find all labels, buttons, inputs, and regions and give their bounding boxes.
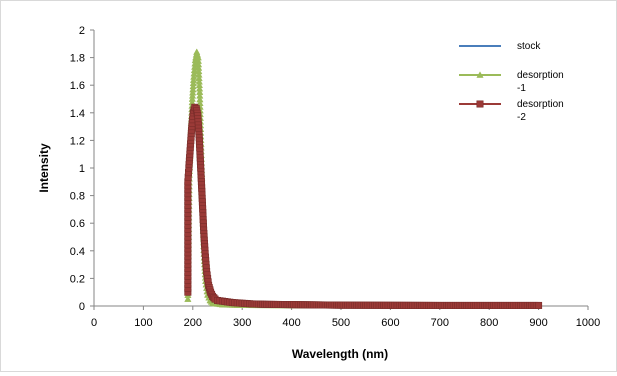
legend-item-2: desorption -1	[459, 70, 564, 94]
legend-label-line: -1	[517, 83, 526, 94]
legend: stock desorption -1 desorption -2	[459, 41, 564, 123]
x-tick-label: 100	[134, 317, 152, 329]
y-tick-label: 0	[79, 301, 85, 313]
x-tick-label: 300	[233, 317, 251, 329]
legend-label: desorption -1	[517, 70, 564, 94]
y-tick-label: 1.8	[70, 53, 85, 65]
x-tick-label: 500	[332, 317, 350, 329]
x-axis-title: Wavelength (nm)	[292, 347, 388, 361]
legend-label: desorption -2	[517, 99, 564, 123]
y-tick-label: 2	[79, 25, 85, 37]
x-tick-label: 0	[91, 317, 97, 329]
legend-label-line: -2	[517, 112, 526, 123]
x-tick-label: 600	[381, 317, 399, 329]
series-line	[186, 51, 539, 307]
legend-label-line: stock	[517, 41, 541, 52]
series-point	[189, 82, 197, 90]
y-tick-label: 1	[79, 163, 85, 175]
legend-label-line: desorption	[517, 99, 564, 110]
x-axis-ticks: 0 100 200 300 400 500 600 700 800 900 1000	[91, 306, 600, 329]
y-tick-label: 0.6	[70, 218, 85, 230]
legend-item-1: stock	[459, 41, 541, 52]
y-tick-label: 1.2	[70, 135, 85, 147]
y-tick-label: 0.8	[70, 191, 85, 203]
y-axis-title: Intensity	[37, 143, 51, 193]
x-tick-label: 200	[184, 317, 202, 329]
x-tick-label: 1000	[576, 317, 600, 329]
series-point	[189, 79, 197, 87]
y-tick-label: 1.4	[70, 108, 85, 120]
series-point	[189, 76, 198, 83]
y-tick-label: 1.6	[70, 80, 85, 92]
series-point	[189, 85, 197, 93]
series-point	[184, 295, 192, 302]
series-point	[190, 73, 198, 80]
series-point	[535, 301, 543, 309]
legend-item-3: desorption -2	[459, 99, 564, 123]
series-2	[184, 48, 543, 309]
x-tick-label: 900	[529, 317, 547, 329]
series-1	[186, 56, 539, 307]
plot-area	[93, 30, 588, 307]
x-tick-label: 800	[480, 317, 498, 329]
legend-label: stock	[517, 41, 541, 52]
series-3	[184, 103, 543, 309]
series-line	[186, 56, 539, 307]
y-tick-label: 0.2	[70, 273, 85, 285]
series-layer	[184, 48, 543, 309]
series-point	[190, 69, 198, 77]
legend-marker	[476, 71, 484, 78]
series-line	[186, 106, 539, 307]
x-tick-label: 700	[431, 317, 449, 329]
series-point	[188, 92, 197, 99]
x-tick-label: 400	[282, 317, 300, 329]
series-point	[188, 95, 196, 102]
legend-marker	[476, 100, 484, 108]
legend-label-line: desorption	[517, 70, 564, 81]
series-point	[189, 88, 197, 96]
y-tick-label: 0.4	[70, 246, 85, 258]
y-axis-ticks: 0 0.2 0.4 0.6 0.8 1 1.2 1.4 1.6 1.8 2	[70, 25, 94, 313]
